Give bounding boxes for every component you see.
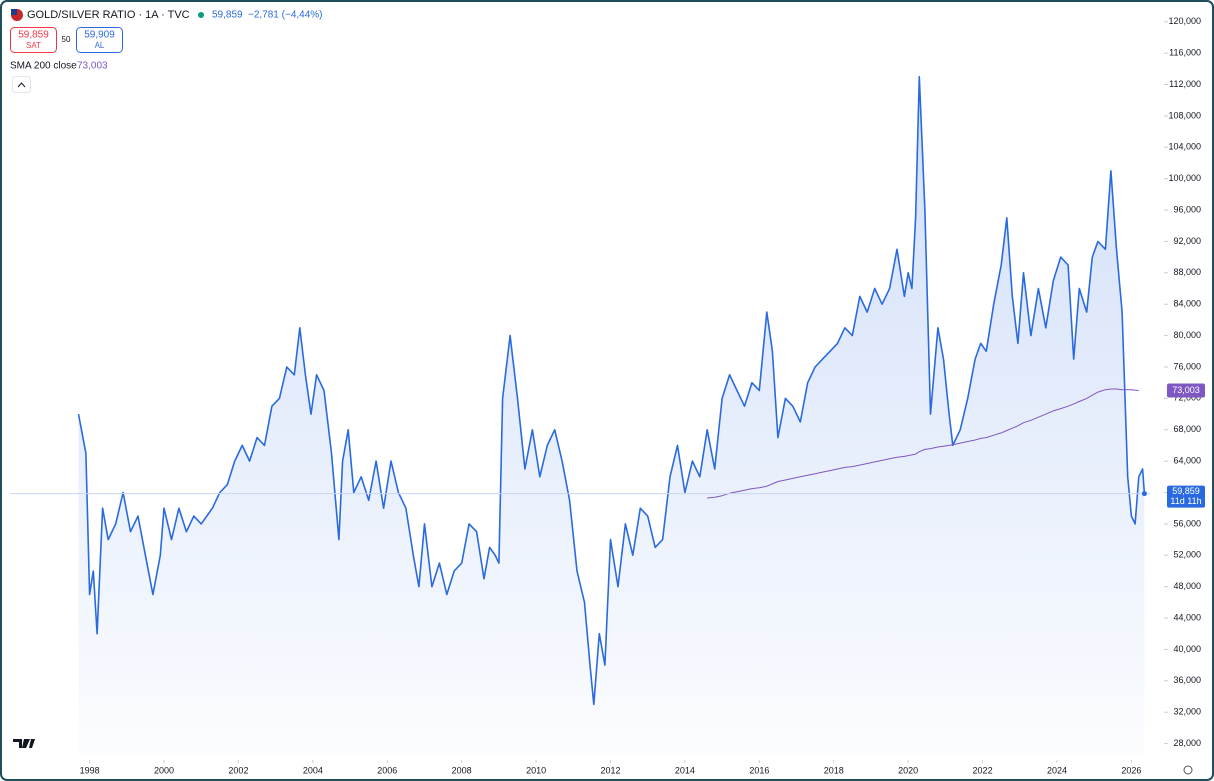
y-tick-label: 108,000	[1168, 110, 1201, 120]
x-tick-label: 2004	[303, 765, 323, 775]
sell-price: 59,859	[18, 30, 49, 41]
last-point	[1141, 491, 1147, 497]
indicator-value: 73,003	[77, 61, 108, 72]
x-tick-label: 2024	[1047, 765, 1067, 775]
y-tick-label: 40,000	[1173, 644, 1201, 654]
y-tick-label: 104,000	[1168, 142, 1201, 152]
buy-label: AL	[95, 41, 105, 50]
x-tick-label: 2014	[675, 765, 695, 775]
countdown-label: 11d 11h	[1170, 496, 1201, 506]
y-tick-label: 56,000	[1173, 518, 1201, 528]
x-tick-label: 2012	[600, 765, 620, 775]
x-tick-label: 2018	[824, 765, 844, 775]
tv-logo	[13, 739, 35, 748]
collapse-button[interactable]	[12, 76, 31, 93]
x-tick-label: 2022	[973, 765, 993, 775]
x-tick-label: 2006	[377, 765, 397, 775]
buy-button[interactable]	[76, 27, 123, 53]
x-tick-label: 2010	[526, 765, 546, 775]
y-tick-label: 100,000	[1168, 173, 1201, 183]
sma-line	[707, 388, 1139, 499]
settings-icon[interactable]	[1183, 765, 1193, 775]
sma-tag	[1167, 383, 1205, 398]
x-tick-label: 2026	[1121, 765, 1141, 775]
sma-tag-label: 73,003	[1172, 385, 1200, 395]
x-tick-label: 2000	[154, 765, 174, 775]
symbol-title: GOLD/SILVER RATIO · 1A · TVC	[27, 9, 190, 21]
y-tick-label: 36,000	[1173, 675, 1201, 685]
y-tick-label: 68,000	[1173, 424, 1201, 434]
y-tick-label: 28,000	[1173, 738, 1201, 748]
status-dot	[198, 12, 204, 18]
collapse-icon	[17, 82, 26, 88]
y-tick-label: 84,000	[1173, 299, 1201, 309]
y-tick-label: 88,000	[1173, 267, 1201, 277]
y-tick-label: 112,000	[1169, 79, 1201, 89]
y-tick-label: 48,000	[1173, 581, 1201, 591]
y-tick-label: 32,000	[1173, 707, 1201, 717]
y-tick-label: 52,000	[1173, 550, 1201, 560]
x-tick-label: 2008	[452, 765, 472, 775]
y-tick-label: 80,000	[1173, 330, 1201, 340]
x-tick-label: 1998	[80, 765, 100, 775]
last-price: 59,859	[212, 10, 243, 21]
y-tick-label: 116,000	[1169, 48, 1201, 58]
indicator-name: SMA 200 close	[10, 61, 77, 72]
y-tick-label: 92,000	[1173, 236, 1201, 246]
x-tick-label: 2016	[749, 765, 769, 775]
price-tag-label: 59,859	[1172, 486, 1200, 496]
y-tick-label: 76,000	[1173, 361, 1201, 371]
y-tick-label: 64,000	[1173, 456, 1201, 466]
y-tick-label: 120,000	[1168, 16, 1201, 26]
flag-icon	[11, 9, 17, 15]
x-tick-label: 2002	[228, 765, 248, 775]
spread: 50	[62, 35, 71, 44]
price-tag	[1167, 485, 1205, 508]
area	[78, 76, 1145, 753]
price-change: −2,781 (−4,44%)	[248, 10, 323, 21]
y-tick-label: 72,000	[1173, 393, 1201, 403]
sell-label: SAT	[26, 41, 41, 50]
buy-price: 59,909	[84, 30, 115, 41]
sell-button[interactable]	[10, 27, 57, 53]
y-tick-label: 44,000	[1173, 612, 1201, 622]
x-tick-label: 2020	[898, 765, 918, 775]
y-tick-label: 96,000	[1173, 204, 1201, 214]
price-line	[77, 75, 1146, 706]
